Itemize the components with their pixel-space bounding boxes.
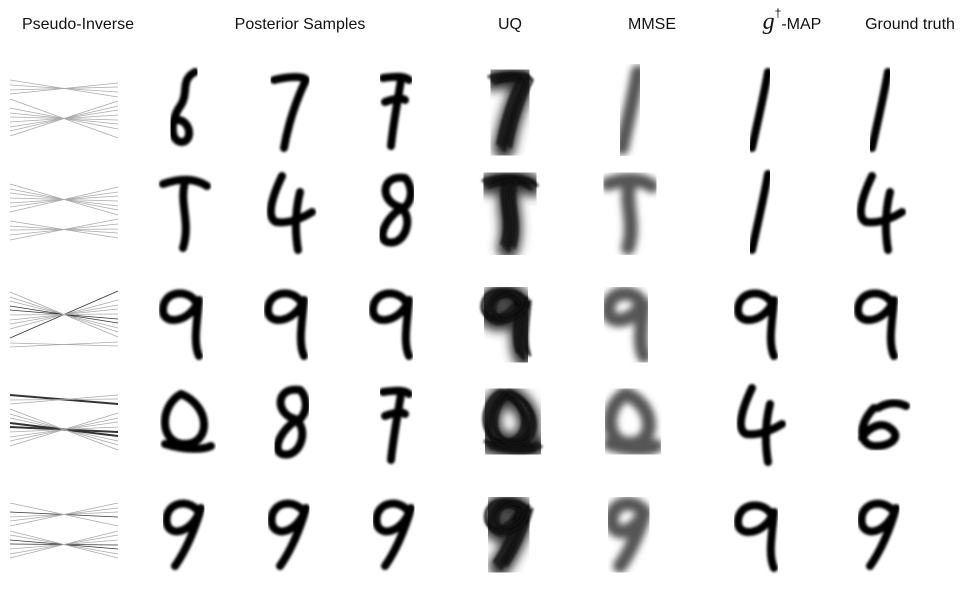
uq-image	[476, 282, 535, 367]
pseudo-inverse-image	[9, 394, 119, 451]
mmse-image	[615, 65, 645, 155]
mmse-blur	[601, 172, 659, 255]
digit-stroke	[161, 390, 215, 453]
projection-line	[9, 342, 119, 347]
digit-stroke	[168, 68, 199, 146]
projection-line	[9, 195, 119, 204]
posterior-sample	[264, 289, 308, 360]
symbol: g	[762, 9, 775, 35]
uq-stroke	[489, 288, 529, 354]
digit-stroke	[868, 68, 892, 152]
uq-stroke	[492, 291, 532, 357]
posterior-sample	[161, 390, 215, 453]
posterior-sample	[270, 73, 310, 152]
mmse-blur	[600, 286, 651, 363]
mmse-image	[604, 496, 653, 573]
posterior-sample	[168, 68, 199, 146]
posterior-sample	[267, 499, 310, 570]
posterior-sample	[159, 289, 203, 360]
uq-image	[477, 168, 543, 259]
projection-line	[9, 86, 119, 91]
digit-stroke	[734, 501, 778, 572]
digit-stroke	[266, 172, 316, 254]
map-image	[748, 68, 772, 152]
digit-stroke	[734, 289, 778, 360]
uq-image	[479, 383, 547, 460]
column-header: MMSE	[628, 16, 676, 33]
map-image	[734, 501, 778, 572]
projection-line	[9, 511, 119, 518]
projection-line	[9, 296, 119, 333]
suffix: -MAP	[781, 16, 822, 33]
column-header: Pseudo-Inverse	[21, 16, 135, 33]
digit-stroke	[270, 73, 310, 152]
posterior-sample	[372, 499, 415, 570]
uq-stroke	[496, 502, 534, 567]
posterior-sample	[159, 175, 211, 252]
ground-truth-image	[854, 289, 898, 360]
mmse-image	[600, 286, 651, 363]
digit-stroke	[854, 289, 898, 360]
digit-stroke	[379, 386, 413, 464]
map-image	[734, 289, 778, 360]
ground-truth-image	[858, 399, 910, 450]
uq-image	[483, 66, 539, 159]
column-header: Ground truth	[865, 16, 955, 33]
projection-line	[9, 109, 119, 128]
digit-stroke	[379, 72, 413, 150]
mmse-blur	[604, 496, 653, 573]
uq-image	[480, 492, 537, 577]
pseudo-inverse-image	[9, 502, 119, 559]
column-header: Posterior Samples	[234, 16, 366, 33]
posterior-sample	[266, 172, 316, 254]
digit-stroke	[162, 499, 205, 570]
digit-stroke	[748, 170, 772, 254]
digit-stroke	[856, 172, 906, 254]
map-image	[736, 384, 786, 466]
pseudo-inverse-image	[9, 183, 119, 241]
uq-stroke	[493, 178, 539, 249]
mmse-blur	[615, 65, 645, 155]
digit-stroke	[369, 289, 413, 360]
digit-stroke	[159, 175, 211, 252]
pseudo-inverse-image	[9, 290, 119, 348]
posterior-sample	[369, 289, 413, 360]
projection-line	[9, 218, 119, 241]
map-image	[748, 170, 772, 254]
pseudo-inverse-image	[9, 79, 119, 139]
posterior-sample	[378, 173, 415, 247]
posterior-sample	[379, 386, 413, 464]
uq-stroke	[494, 392, 543, 451]
ground-truth-image	[856, 172, 906, 254]
projection-line	[9, 398, 119, 401]
digit-stroke	[372, 499, 415, 570]
uq-stroke	[480, 288, 520, 354]
posterior-sample	[273, 385, 310, 459]
column-header: UQ	[498, 16, 522, 33]
projection-line	[9, 530, 119, 559]
digit-stroke	[159, 289, 203, 360]
digit-stroke	[264, 289, 308, 360]
mmse-image	[601, 172, 659, 255]
uq-stroke	[493, 499, 531, 564]
column-header: g†-MAP	[763, 6, 822, 36]
digit-stroke	[858, 399, 910, 450]
digit-stroke	[748, 68, 772, 152]
mmse-blur	[603, 387, 663, 456]
uq-stroke	[499, 75, 534, 149]
posterior-sample	[379, 72, 413, 150]
digit-stroke	[857, 499, 900, 570]
digit-stroke	[736, 384, 786, 466]
digit-stroke	[378, 173, 415, 247]
projection-line	[9, 413, 119, 446]
digit-stroke	[267, 499, 310, 570]
ground-truth-image	[868, 68, 892, 152]
mmse-image	[603, 387, 663, 456]
superscript: †	[774, 6, 782, 20]
posterior-sample	[162, 499, 205, 570]
digit-stroke	[273, 385, 310, 459]
ground-truth-image	[857, 499, 900, 570]
